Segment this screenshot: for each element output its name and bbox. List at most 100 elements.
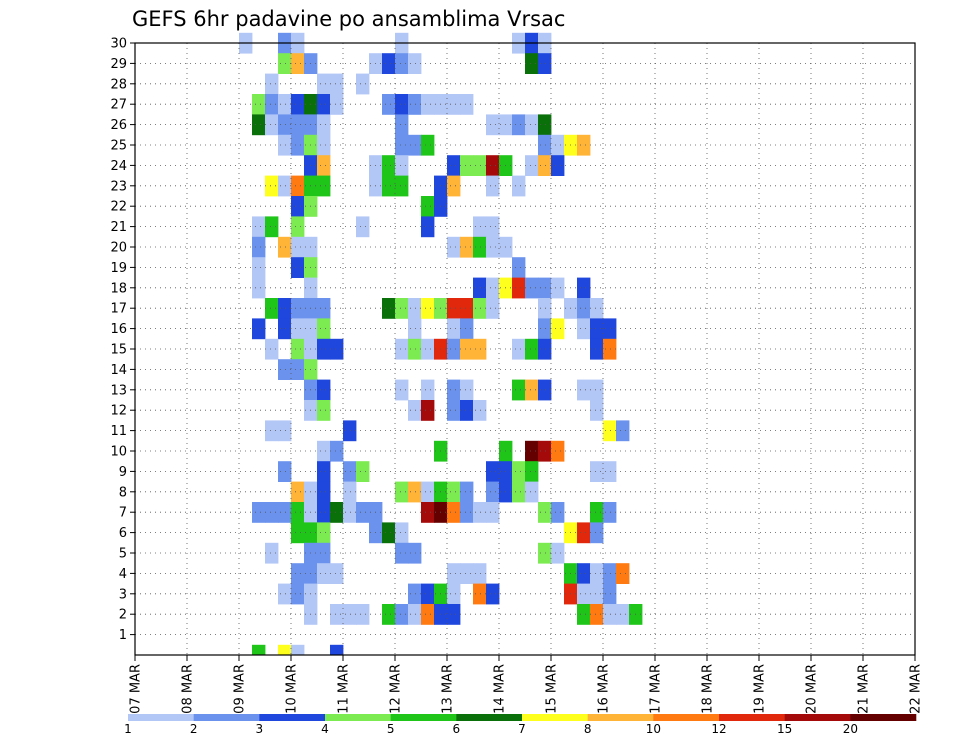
heatmap-cell: [603, 420, 617, 442]
heatmap-cell: [603, 604, 617, 625]
heatmap-cell: [291, 196, 305, 217]
x-tick-label: 13 MAR: [441, 664, 456, 714]
heatmap-cell: [590, 583, 604, 605]
heatmap-cell: [538, 298, 552, 319]
heatmap-cell: [460, 94, 474, 115]
heatmap-cell: [473, 583, 487, 605]
x-tick-label: 22 MAR: [909, 664, 924, 714]
y-tick-label: 27: [110, 98, 127, 113]
heatmap-cell: [317, 155, 331, 176]
heatmap-cell: [291, 522, 305, 544]
y-tick-label: 13: [110, 383, 127, 398]
heatmap-cell: [278, 94, 292, 115]
heatmap-cell: [447, 604, 461, 625]
legend-label: 8: [584, 722, 592, 736]
heatmap-cell: [421, 216, 435, 238]
heatmap-cell: [538, 134, 552, 156]
y-tick-label: 20: [110, 241, 127, 256]
heatmap-cell: [317, 73, 331, 95]
heatmap-cell: [291, 644, 305, 655]
heatmap-cell: [382, 298, 396, 319]
legend-swatch: [259, 714, 326, 721]
heatmap-cell: [291, 257, 305, 278]
heatmap-cell: [421, 481, 435, 503]
heatmap-cell: [473, 155, 487, 176]
chart-title: GEFS 6hr padavine po ansamblima Vrsac: [132, 7, 565, 31]
heatmap-cell: [421, 502, 435, 523]
legend-label: 10: [646, 722, 661, 736]
heatmap-cell: [408, 318, 422, 340]
heatmap-cell: [421, 196, 435, 217]
y-tick-label: 21: [110, 220, 127, 235]
heatmap-cell: [525, 440, 539, 462]
heatmap-cell: [460, 338, 474, 360]
y-tick-label: 15: [110, 343, 127, 358]
heatmap-cell: [421, 583, 435, 605]
heatmap-cell: [265, 502, 279, 523]
heatmap-cell: [525, 155, 539, 176]
heatmap-cell: [265, 175, 279, 197]
heatmap-cell: [486, 277, 500, 299]
heatmap-cell: [408, 94, 422, 115]
legend-swatch: [653, 714, 720, 721]
heatmap-cell: [525, 461, 539, 482]
heatmap-cell: [473, 216, 487, 238]
heatmap-cell: [291, 359, 305, 380]
heatmap-cell: [512, 175, 526, 197]
heatmap-cell: [330, 338, 344, 360]
heatmap-cell: [382, 522, 396, 544]
y-tick-label: 14: [110, 363, 127, 378]
heatmap-cell: [577, 318, 591, 340]
y-tick-label: 8: [119, 485, 127, 500]
heatmap-cell: [317, 440, 331, 462]
x-tick-label: 16 MAR: [597, 664, 612, 714]
heatmap-cell: [343, 604, 357, 625]
x-tick-label: 15 MAR: [545, 664, 560, 714]
heatmap-cell: [603, 461, 617, 482]
heatmap-cell: [291, 583, 305, 605]
heatmap-cell: [317, 134, 331, 156]
heatmap-cell: [577, 522, 591, 544]
heatmap-cell: [395, 298, 409, 319]
y-tick-label: 9: [119, 465, 127, 480]
heatmap-cell: [421, 338, 435, 360]
heatmap-cell: [512, 379, 526, 401]
heatmap-cell: [577, 277, 591, 299]
heatmap-cell: [252, 644, 266, 655]
heatmap-cell: [512, 481, 526, 503]
heatmap-cell: [603, 502, 617, 523]
heatmap-cell: [252, 114, 266, 136]
heatmap-cell: [291, 94, 305, 115]
heatmap-cell: [577, 563, 591, 584]
heatmap-cell: [330, 563, 344, 584]
heatmap-cell: [265, 73, 279, 95]
x-tick-label: 14 MAR: [493, 664, 508, 714]
heatmap-cell: [291, 318, 305, 340]
heatmap-cell: [538, 277, 552, 299]
heatmap-cell: [577, 604, 591, 625]
x-tick-label: 11 MAR: [337, 664, 352, 714]
heatmap-cell: [447, 155, 461, 176]
heatmap-cell: [343, 481, 357, 503]
y-tick-label: 28: [110, 77, 127, 92]
legend-swatch: [522, 714, 588, 721]
heatmap-cell: [603, 318, 617, 340]
heatmap-cell: [278, 502, 292, 523]
x-tick-label: 10 MAR: [285, 664, 300, 714]
heatmap-cell: [252, 277, 266, 299]
heatmap-cell: [408, 604, 422, 625]
heatmap-cell: [421, 134, 435, 156]
heatmap-cell: [278, 298, 292, 319]
heatmap-cell: [512, 114, 526, 136]
heatmap-cell: [265, 94, 279, 115]
legend-label: 7: [518, 722, 526, 736]
heatmap-cell: [317, 175, 331, 197]
legend-swatch: [193, 714, 260, 721]
heatmap-cell: [460, 481, 474, 503]
heatmap-cell: [382, 94, 396, 115]
heatmap-cell: [395, 338, 409, 360]
heatmap-cell: [616, 604, 630, 625]
heatmap-cell: [278, 236, 292, 258]
x-tick-label: 08 MAR: [181, 664, 196, 714]
